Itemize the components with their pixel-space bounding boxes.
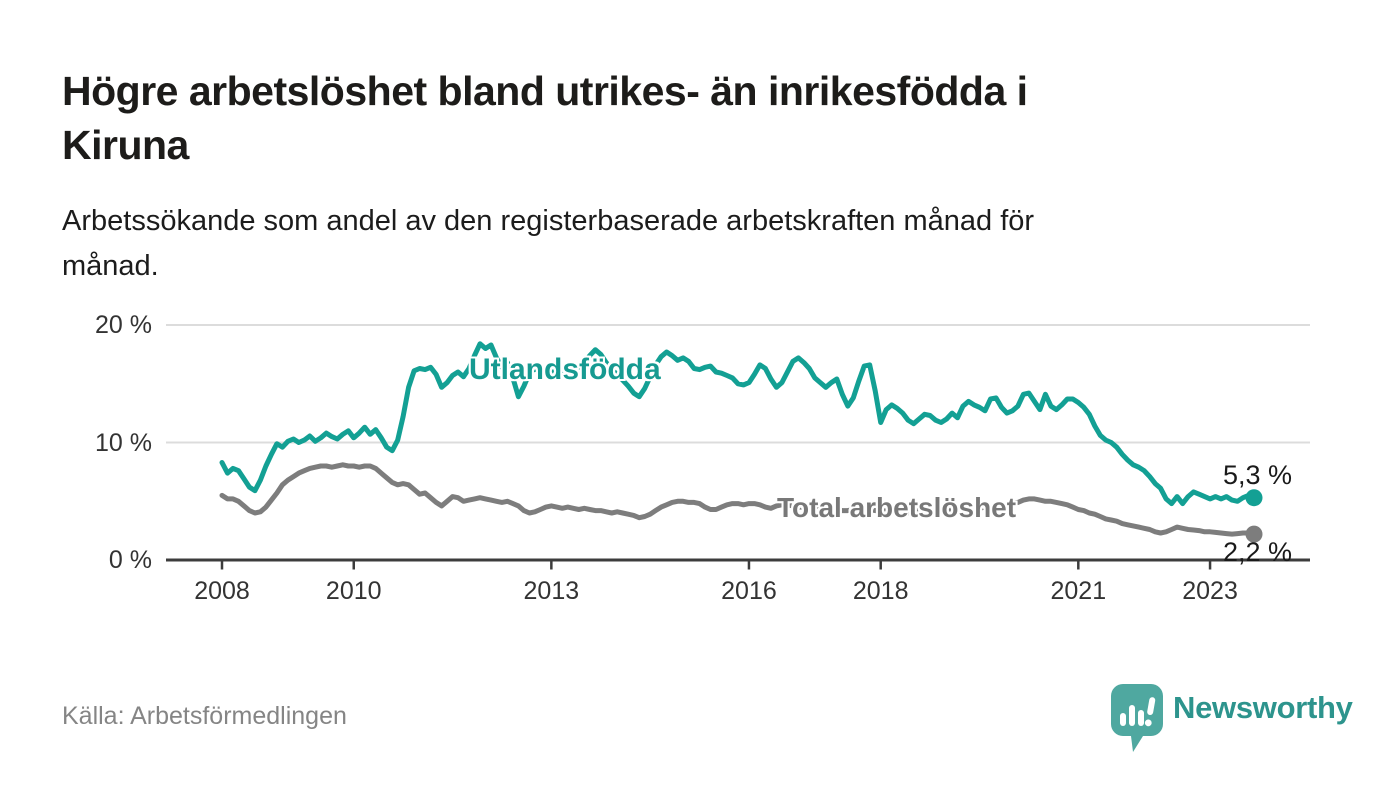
x-axis-tick-label-2008: 2008 [194,577,250,605]
series-end-dot-total [1245,525,1263,543]
series-label-total-arbetsloshet: Total arbetslöshet [777,492,1017,523]
x-axis-tick-label-2010: 2010 [325,577,382,605]
x-axis-tick-label-2013: 2013 [523,577,580,605]
logo-bubble [1111,684,1163,752]
newsworthy-logo: Newsworthy [1110,683,1353,753]
logo-bar-1 [1120,713,1126,726]
end-value-label-utlandsfodda: 5,3 % [1223,460,1293,490]
source-note: Källa: Arbetsförmedlingen [62,702,347,730]
x-axis-tick-label-2016: 2016 [721,577,777,605]
logo-exclamation [1144,697,1156,727]
subtitle-line-1: Arbetssökande som andel av den registerb… [62,205,1035,237]
y-axis-tick-label-20: 20 % [95,311,152,339]
chart-subtitle: Arbetssökande som andel av den registerb… [62,199,1312,289]
x-axis-tick-label-2023: 2023 [1182,577,1238,605]
x-axis-tick-label-2018: 2018 [852,577,909,605]
end-value-label-total: 2,2 % [1223,537,1293,567]
series-label-utlandsfodda: Utlandsfödda [469,353,661,386]
y-axis-tick-label-10: 10 % [95,429,152,457]
title-line-1: Högre arbetslöshet bland utrikes- än inr… [62,68,1028,114]
x-axis-tick-label-2021: 2021 [1050,577,1107,605]
series-line-total [219,462,1257,537]
series-end-dot-utlandsfodda [1245,489,1263,507]
subtitle-line-2: månad. [62,250,159,282]
logo-bar-2 [1129,705,1135,726]
newsworthy-logo-icon [1111,684,1163,752]
logo-bar-3 [1138,710,1144,726]
series-line-utlandsfodda [219,341,1257,507]
page-title: Högre arbetslöshet bland utrikes- än inr… [62,64,1352,172]
title-line-2: Kiruna [62,122,189,168]
y-axis-tick-label-0: 0 % [108,546,152,574]
newsworthy-wordmark: Newsworthy [1173,690,1353,725]
